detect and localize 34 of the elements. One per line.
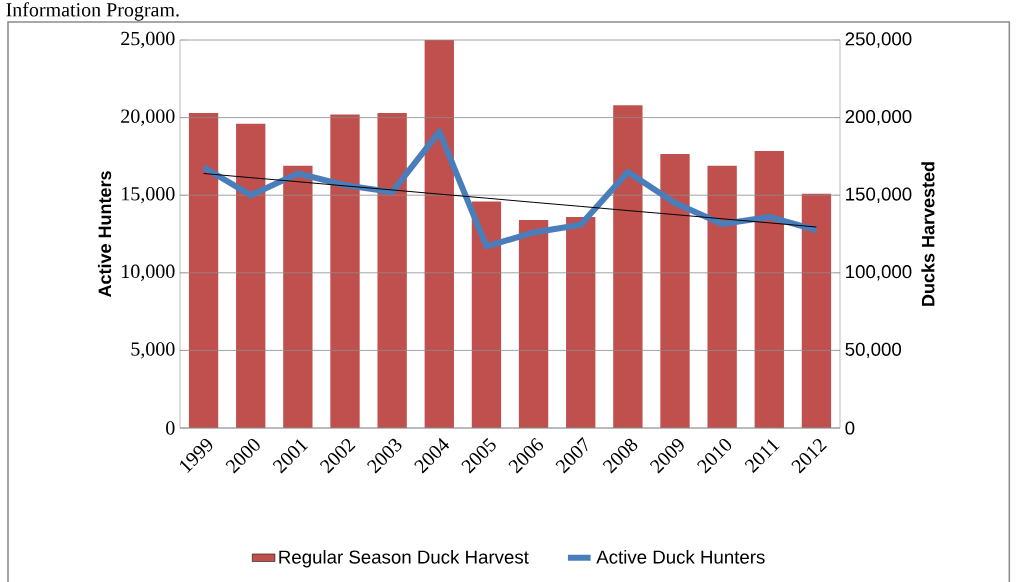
y2-tick-label: 100,000 [846,265,912,281]
y2-axis-title: Ducks Harvested [921,162,935,306]
y-tick-label: 20,000 [121,109,175,126]
y2-tick-label: 250,000 [845,32,912,48]
bar [613,105,643,428]
legend-label: Regular Season Duck Harvest [279,549,529,568]
line-series [203,172,817,228]
text: Information Program. [6,2,179,21]
bar [377,112,407,428]
bar [801,193,832,428]
x-tick-label: 2011 [744,439,780,474]
y-tick-label: 15,000 [122,187,175,204]
bar [471,201,502,428]
y-tick-label: 0 [166,421,175,435]
bar [236,123,266,428]
bar [566,216,596,428]
y-tick-label: 5,000 [131,342,175,359]
bar [188,112,219,428]
y2-tick-label: 50,000 [845,342,902,359]
legend-label: Active Duck Hunters [596,549,765,564]
y2-tick-label: 200,000 [845,109,912,126]
bar [707,165,737,428]
bar [518,220,549,428]
bar [283,165,313,428]
y2-tick-label: 150,000 [846,187,912,203]
y-axis-title: Active Hunters [97,171,112,298]
bar [424,39,454,428]
bar [754,150,784,428]
y2-tick-label: 0 [845,421,855,435]
x-tick-label: 1999 [180,438,213,473]
bar [660,154,690,428]
y-tick-label: 25,000 [121,31,175,49]
bar [330,114,360,428]
y-tick-label: 10,000 [122,264,175,281]
